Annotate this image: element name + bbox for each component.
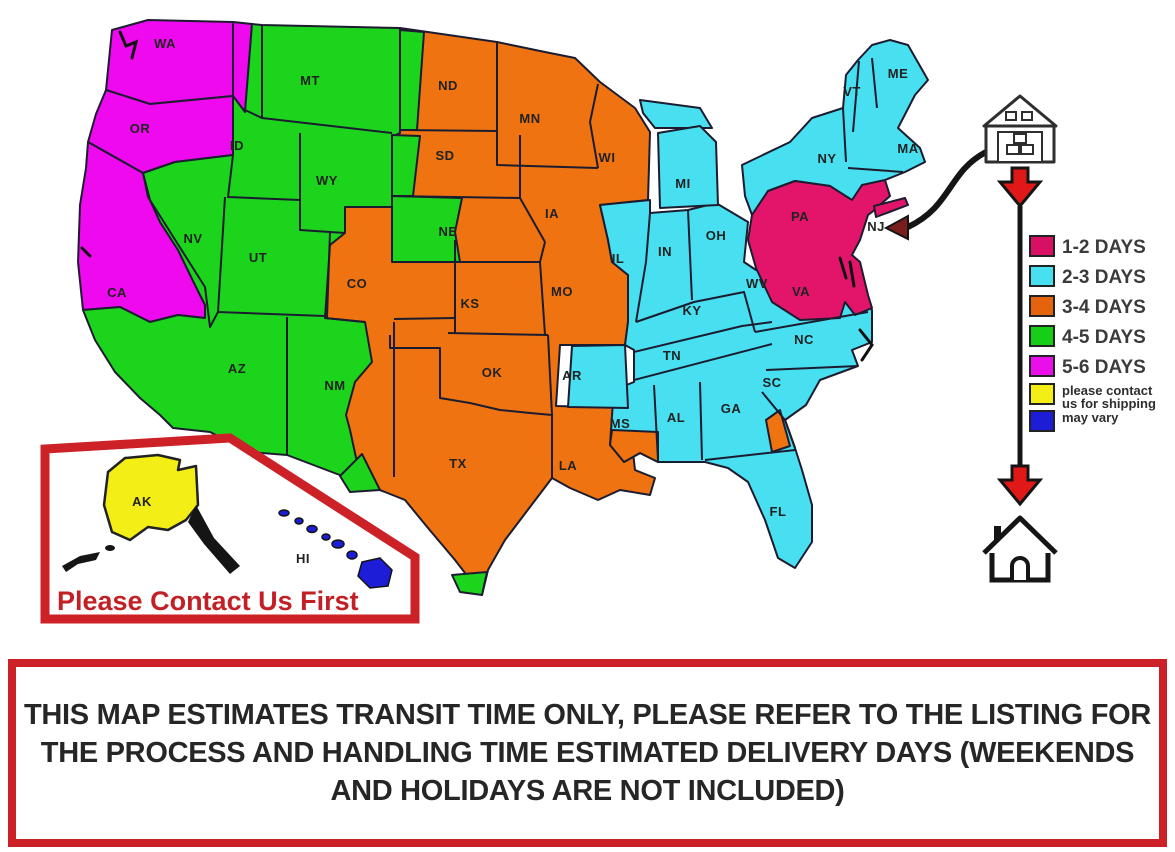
disclaimer-banner: THIS MAP ESTIMATES TRANSIT TIME ONLY, PL… — [8, 659, 1167, 847]
region-washington — [105, 19, 234, 105]
legend-swatch-0 — [1029, 235, 1055, 257]
state-label-wa: WA — [154, 36, 176, 51]
state-label-la: LA — [559, 458, 577, 473]
legend-swatch-1 — [1029, 265, 1055, 287]
alaska-hawaii-inset: Please Contact Us First — [40, 433, 420, 624]
region-arkansas — [567, 344, 629, 409]
aleutian-islands — [62, 552, 100, 572]
state-label-mt: MT — [300, 73, 320, 88]
region-georgia-coast-orange — [765, 409, 791, 453]
state-label-ok: OK — [482, 365, 503, 380]
region-mississippi-south-orange — [609, 429, 659, 463]
route-graphics — [883, 94, 1058, 583]
state-label-wy: WY — [316, 173, 338, 188]
region-hawaii — [278, 509, 393, 589]
state-label-pa: PA — [791, 209, 809, 224]
red-down-arrow-top-icon — [996, 166, 1044, 209]
state-label-ms: MS — [610, 416, 631, 431]
state-label-sc: SC — [762, 375, 781, 390]
legend: 1-2 DAYS 2-3 DAYS 3-4 DAYS 4-5 DAYS 5-6 DAYS… — [1029, 235, 1156, 432]
region-michigan-upper-peninsula — [639, 99, 713, 129]
region-alaska — [102, 453, 200, 542]
region-elpaso-green — [339, 453, 381, 493]
state-label-or: OR — [130, 121, 151, 136]
alaska-panhandle — [188, 505, 240, 574]
state-border-lines — [142, 25, 904, 478]
region-texas-tip-green — [451, 571, 488, 596]
state-label-nd: ND — [438, 78, 458, 93]
coastline-details — [80, 30, 874, 362]
state-label-oh: OH — [706, 228, 727, 243]
state-label-in: IN — [658, 244, 672, 259]
legend-label-6: may vary — [1062, 410, 1119, 425]
state-label-al: AL — [667, 410, 685, 425]
state-label-il: IL — [612, 251, 625, 266]
state-label-ga: GA — [721, 401, 742, 416]
house-icon — [982, 515, 1058, 583]
state-label-id: ID — [230, 138, 244, 153]
legend-swatch-2 — [1029, 295, 1055, 317]
state-label-hi: HI — [296, 551, 310, 566]
state-label-ut: UT — [249, 250, 267, 265]
region-long-island — [873, 197, 909, 218]
state-label-ma: MA — [897, 141, 918, 156]
state-label-ak: AK — [132, 494, 152, 509]
state-label-ks: KS — [460, 296, 479, 311]
state-label-co: CO — [347, 276, 368, 291]
state-label-mi: MI — [675, 176, 690, 191]
state-label-tx: TX — [449, 456, 467, 471]
legend-label-0: 1-2 DAYS — [1062, 237, 1146, 258]
red-down-arrow-bottom-icon — [996, 464, 1044, 507]
state-label-ca: CA — [107, 285, 127, 300]
state-label-va: VA — [792, 284, 810, 299]
banner-line-2: THE PROCESS AND HANDLING TIME ESTIMATED … — [40, 737, 1135, 769]
state-label-ny: NY — [817, 151, 836, 166]
state-label-fl: FL — [770, 504, 787, 519]
state-label-wi: WI — [599, 150, 616, 165]
legend-label-2: 3-4 DAYS — [1062, 297, 1146, 318]
legend-label-1: 2-3 DAYS — [1062, 267, 1146, 288]
state-label-az: AZ — [228, 361, 246, 376]
state-label-nv: NV — [183, 231, 202, 246]
legend-label-4: 5-6 DAYS — [1062, 357, 1146, 378]
state-label-ky: KY — [682, 303, 701, 318]
legend-swatch-6 — [1029, 410, 1055, 432]
state-labels: WA OR CA NV ID MT WY UT AZ NM CO ND SD NE KS OK TX MN IA MO… — [107, 36, 918, 566]
aleutian-dot — [105, 545, 115, 551]
legend-swatch-5 — [1029, 383, 1055, 405]
legend-swatch-4 — [1029, 355, 1055, 377]
state-label-vt: VT — [843, 84, 861, 99]
legend-label-5-1: us for shipping — [1062, 396, 1156, 411]
inset-note: Please Contact Us First — [57, 586, 359, 616]
state-label-tn: TN — [663, 348, 681, 363]
state-label-sd: SD — [435, 148, 454, 163]
state-label-ia: IA — [545, 206, 559, 221]
state-label-ar: AR — [562, 368, 582, 383]
state-label-ne: NE — [438, 224, 457, 239]
legend-label-3: 4-5 DAYS — [1062, 327, 1146, 348]
region-michigan-mitten — [657, 125, 719, 209]
banner-line-3: AND HOLIDAYS ARE NOT INCLUDED) — [330, 775, 845, 807]
state-label-me: ME — [888, 66, 909, 81]
legend-label-5: please contact — [1062, 383, 1153, 398]
state-label-nc: NC — [794, 332, 814, 347]
legend-swatch-3 — [1029, 325, 1055, 347]
state-label-mn: MN — [519, 111, 540, 126]
state-label-nm: NM — [324, 378, 345, 393]
route-curve-to-nj — [906, 149, 988, 230]
state-label-wv: WV — [746, 276, 768, 291]
state-label-mo: MO — [551, 284, 573, 299]
banner-line-1: THIS MAP ESTIMATES TRANSIT TIME ONLY, PL… — [23, 699, 1152, 731]
nj-arrow-icon — [883, 214, 909, 241]
state-label-nj: NJ — [867, 219, 885, 234]
warehouse-icon — [982, 94, 1058, 164]
